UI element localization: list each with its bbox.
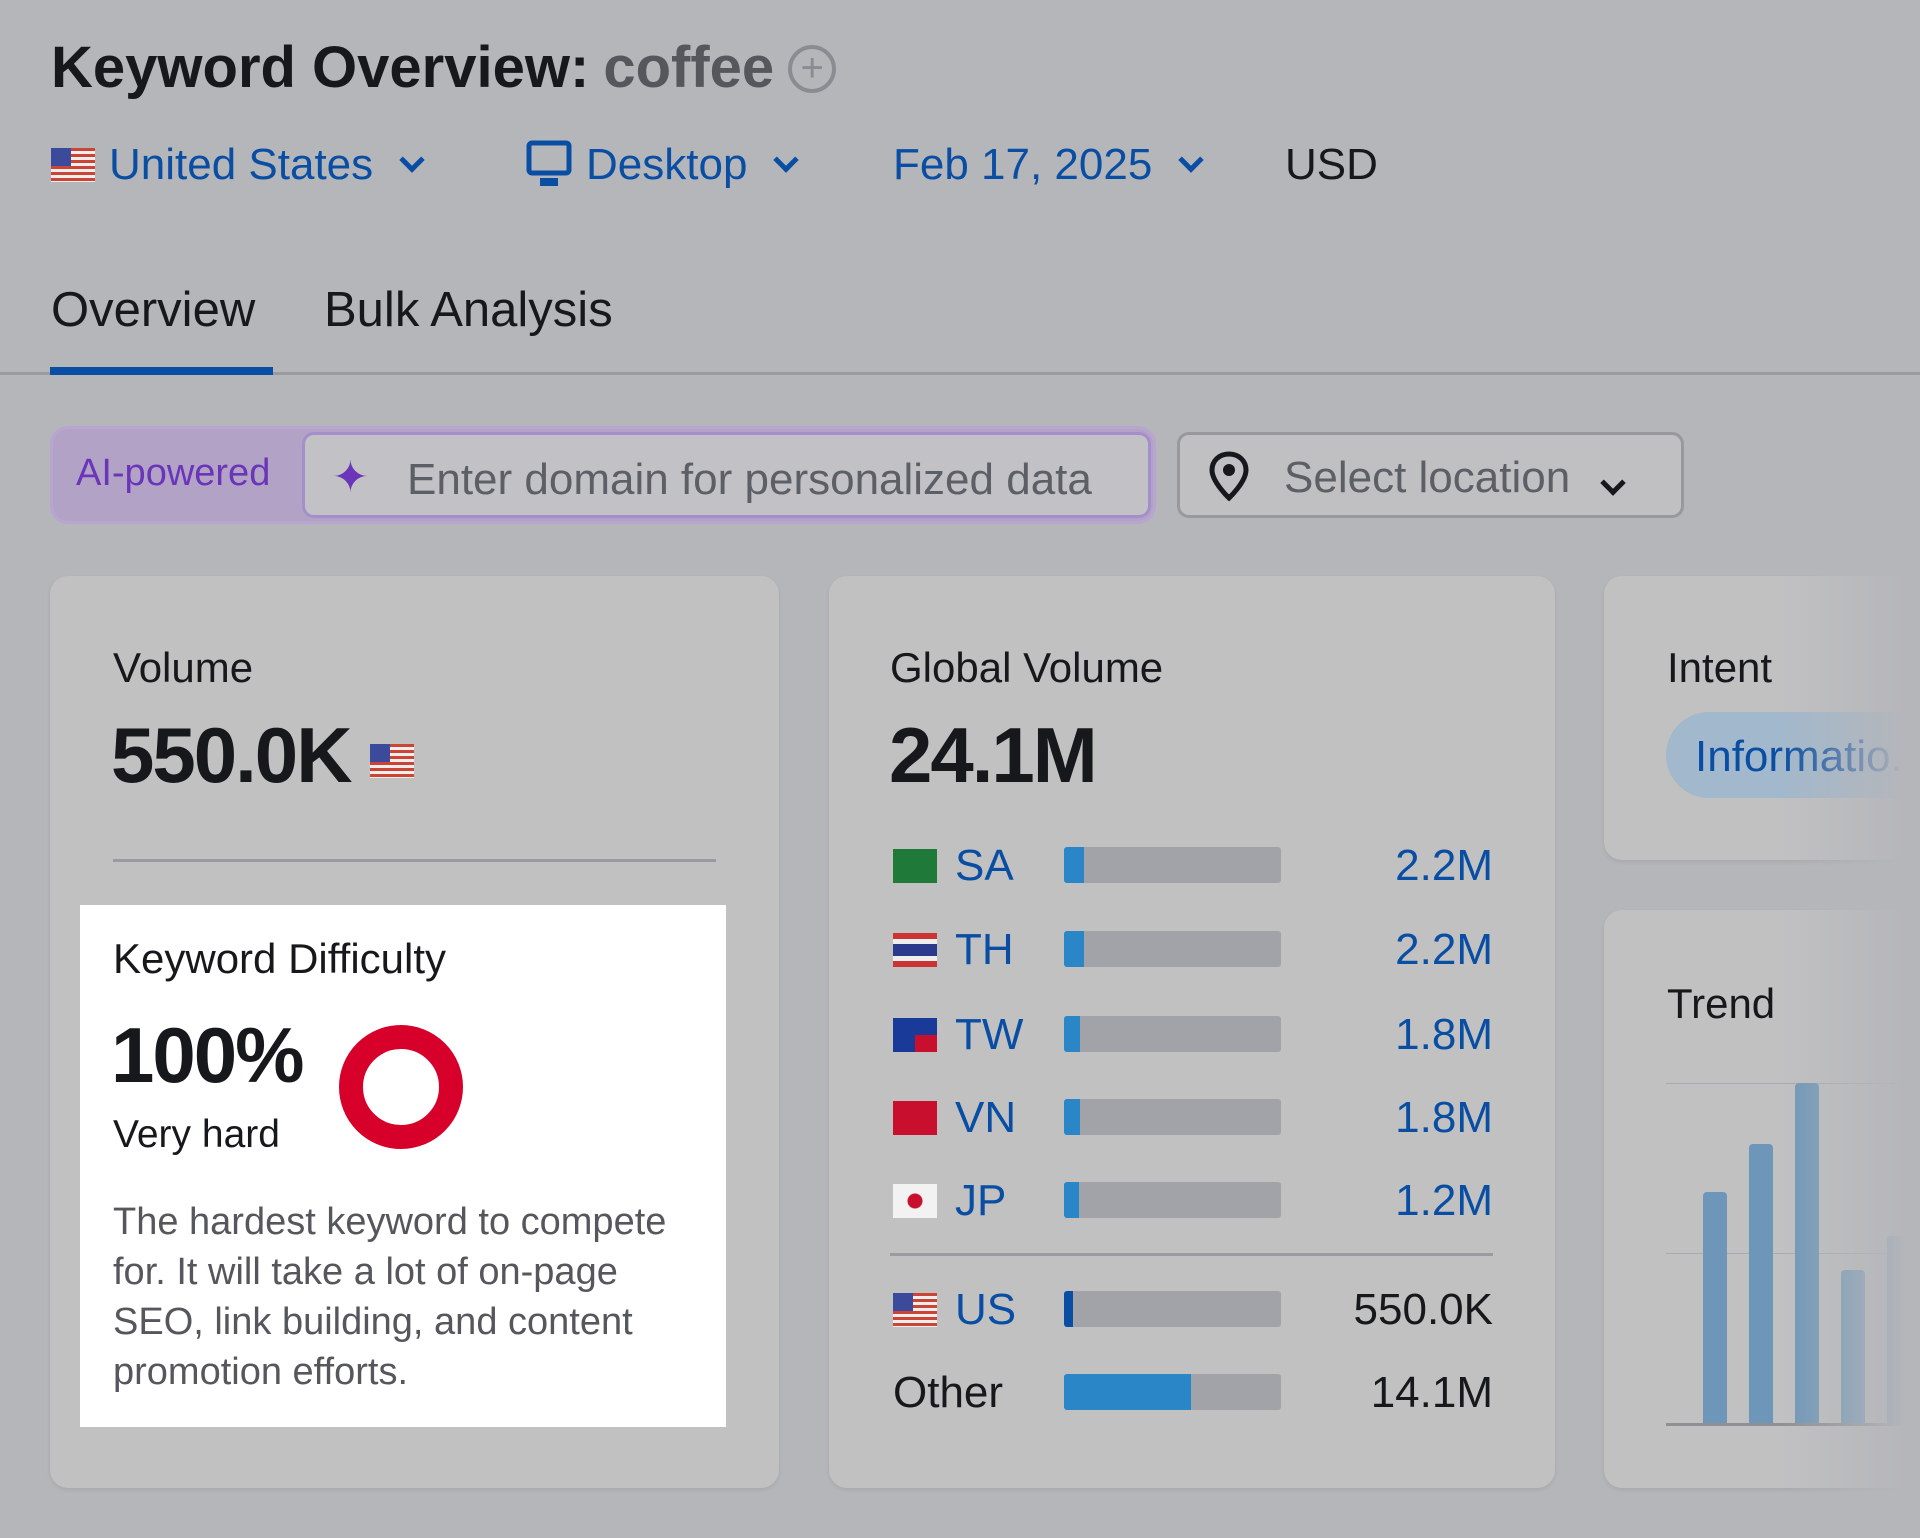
tw-flag-icon xyxy=(893,1018,937,1052)
volume-number: 550.0K xyxy=(111,711,353,799)
kd-description: The hardest keyword to compete for. It w… xyxy=(113,1201,667,1393)
country-volume: 1.8M xyxy=(1395,1093,1493,1142)
country-volume: 1.8M xyxy=(1395,1010,1493,1059)
location-select[interactable]: Select location xyxy=(1177,432,1684,518)
share-bar xyxy=(1064,1182,1281,1218)
share-bar-fill xyxy=(1064,1099,1081,1135)
share-bar-fill xyxy=(1064,1291,1073,1327)
country-code[interactable]: JP xyxy=(955,1176,1007,1225)
share-bar-fill xyxy=(1064,931,1084,967)
kd-value: 100% xyxy=(111,1011,304,1099)
country-row-tw: TW 1.8M xyxy=(893,1010,1493,1060)
date-selector[interactable]: Feb 17, 2025 xyxy=(893,140,1206,190)
keyword: coffee xyxy=(603,35,775,100)
tab-bulk-analysis[interactable]: Bulk Analysis xyxy=(324,283,613,337)
share-bar-fill xyxy=(1064,1374,1191,1410)
domain-input[interactable]: Enter domain for personalized data xyxy=(302,432,1151,518)
chevron-down-icon xyxy=(1178,147,1205,173)
country-volume: 2.2M xyxy=(1395,841,1493,890)
share-bar-fill xyxy=(1064,847,1084,883)
chevron-down-icon xyxy=(773,147,800,173)
share-bar-fill xyxy=(1064,1016,1081,1052)
country-selector[interactable]: United States xyxy=(51,140,427,190)
ai-powered-badge: AI-powered xyxy=(76,452,271,494)
share-bar xyxy=(1064,847,1281,883)
tab-overview[interactable]: Overview xyxy=(51,283,256,337)
tab-divider xyxy=(0,372,1920,375)
divider xyxy=(113,859,716,862)
other-volume: 14.1M xyxy=(1370,1368,1493,1417)
country-code: US xyxy=(955,1285,1017,1334)
location-pin-icon xyxy=(1209,451,1249,502)
page-title: Keyword Overview: coffee + xyxy=(51,34,837,101)
divider xyxy=(890,1253,1493,1256)
device-label: Desktop xyxy=(586,140,748,189)
country-code[interactable]: TW xyxy=(955,1010,1024,1059)
share-bar xyxy=(1064,931,1281,967)
country-volume: 1.2M xyxy=(1395,1176,1493,1225)
other-label: Other xyxy=(893,1368,1004,1417)
kd-level: Very hard xyxy=(113,1113,280,1156)
country-volume: 550.0K xyxy=(1353,1285,1493,1334)
volume-label: Volume xyxy=(113,644,254,691)
trend-bar[interactable] xyxy=(1703,1191,1727,1423)
th-flag-icon xyxy=(893,933,937,967)
chevron-down-icon xyxy=(399,147,425,173)
country-row-vn: VN 1.8M xyxy=(893,1093,1493,1143)
vn-flag-icon xyxy=(893,1101,937,1135)
volume-value: 550.0K xyxy=(111,710,415,801)
active-tab-indicator xyxy=(50,367,273,375)
intent-label: Intent xyxy=(1667,644,1773,691)
share-bar xyxy=(1064,1099,1281,1135)
country-row-th: TH 2.2M xyxy=(893,925,1493,975)
share-bar xyxy=(1064,1291,1281,1327)
us-flag-icon xyxy=(893,1293,937,1327)
location-placeholder: Select location xyxy=(1284,453,1571,502)
plus-circle-icon[interactable]: + xyxy=(788,45,837,93)
trend-bar[interactable] xyxy=(1749,1144,1773,1423)
kd-donut-gauge xyxy=(339,1025,463,1149)
chevron-down-icon xyxy=(1600,470,1626,496)
global-volume-label: Global Volume xyxy=(890,644,1164,691)
country-row-other: Other 14.1M xyxy=(893,1368,1493,1418)
country-code[interactable]: TH xyxy=(955,925,1014,974)
country-volume: 2.2M xyxy=(1395,925,1493,974)
share-bar xyxy=(1064,1374,1281,1410)
us-flag-icon xyxy=(51,148,95,182)
trend-label: Trend xyxy=(1667,980,1776,1027)
country-row-us: US 550.0K xyxy=(893,1285,1493,1335)
country-code[interactable]: SA xyxy=(955,841,1014,890)
country-row-sa: SA 2.2M xyxy=(893,841,1493,891)
us-flag-icon xyxy=(370,744,415,778)
country-label: United States xyxy=(109,140,374,189)
jp-flag-icon xyxy=(893,1184,937,1218)
kd-label: Keyword Difficulty xyxy=(113,935,447,982)
device-selector[interactable]: Desktop xyxy=(526,140,801,190)
country-row-jp: JP 1.2M xyxy=(893,1176,1493,1226)
desktop-icon xyxy=(526,140,572,186)
title-text: Keyword Overview: xyxy=(51,35,590,100)
keyword-difficulty-panel: Keyword Difficulty 100% Very hard The ha… xyxy=(80,905,726,1427)
right-fade-overlay xyxy=(1780,560,1920,1538)
share-bar-fill xyxy=(1064,1182,1080,1218)
country-code[interactable]: VN xyxy=(955,1093,1017,1142)
sparkle-icon: ✦ xyxy=(332,453,369,502)
share-bar xyxy=(1064,1016,1281,1052)
currency-label: USD xyxy=(1285,140,1378,189)
global-volume-value: 24.1M xyxy=(889,711,1098,799)
date-label: Feb 17, 2025 xyxy=(893,140,1153,189)
sa-flag-icon xyxy=(893,849,937,883)
